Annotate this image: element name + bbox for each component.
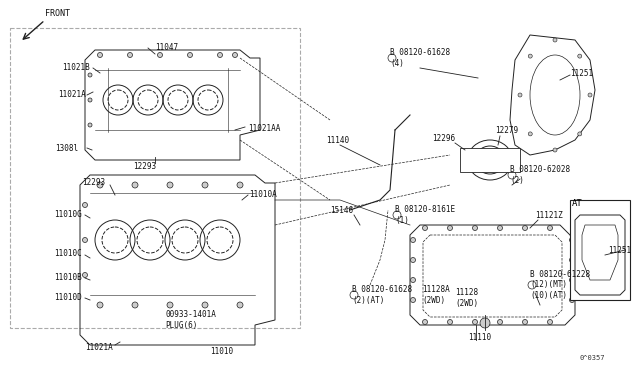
Text: B 08120-8161E
(1): B 08120-8161E (1) — [395, 205, 455, 225]
Text: 12293: 12293 — [82, 177, 105, 186]
Circle shape — [422, 225, 428, 231]
Circle shape — [97, 52, 102, 58]
Circle shape — [497, 225, 502, 231]
Text: 11021AA: 11021AA — [248, 124, 280, 132]
Text: 11021A: 11021A — [58, 90, 86, 99]
Text: 0^0357: 0^0357 — [580, 355, 605, 361]
Circle shape — [232, 52, 237, 58]
Circle shape — [97, 182, 103, 188]
Text: 00933-1401A
PLUG(6): 00933-1401A PLUG(6) — [165, 310, 216, 330]
Text: 1308l: 1308l — [55, 144, 78, 153]
Circle shape — [472, 225, 477, 231]
Text: 15146: 15146 — [330, 205, 353, 215]
Circle shape — [202, 302, 208, 308]
Circle shape — [410, 237, 415, 243]
Text: 11010B: 11010B — [54, 273, 82, 282]
Text: 11021B: 11021B — [62, 62, 90, 71]
Circle shape — [218, 52, 223, 58]
Circle shape — [410, 298, 415, 302]
Circle shape — [547, 225, 552, 231]
Text: 11010G: 11010G — [54, 209, 82, 218]
Circle shape — [570, 237, 575, 243]
Text: 11140: 11140 — [326, 135, 349, 144]
Text: 12279: 12279 — [495, 125, 518, 135]
Circle shape — [410, 278, 415, 282]
Circle shape — [553, 38, 557, 42]
Text: AT: AT — [572, 199, 583, 208]
Text: 11010C: 11010C — [54, 250, 82, 259]
Text: 11021A: 11021A — [85, 343, 113, 353]
Text: 11010A: 11010A — [249, 189, 276, 199]
Circle shape — [202, 182, 208, 188]
Circle shape — [167, 182, 173, 188]
Text: B 08120-61628
(2)(AT): B 08120-61628 (2)(AT) — [352, 285, 412, 305]
Text: B 08120-61628
(4): B 08120-61628 (4) — [390, 48, 450, 68]
Circle shape — [132, 302, 138, 308]
Text: 11047: 11047 — [155, 42, 178, 51]
Circle shape — [570, 298, 575, 302]
Circle shape — [97, 302, 103, 308]
Circle shape — [167, 302, 173, 308]
Circle shape — [578, 132, 582, 136]
Text: 11128A
(2WD): 11128A (2WD) — [422, 285, 450, 305]
FancyBboxPatch shape — [10, 28, 300, 328]
Text: 12293: 12293 — [133, 161, 156, 170]
Circle shape — [497, 320, 502, 324]
Text: 11251: 11251 — [570, 68, 593, 77]
Text: 11110: 11110 — [468, 334, 491, 343]
Circle shape — [447, 320, 452, 324]
Circle shape — [522, 320, 527, 324]
Text: 11121Z: 11121Z — [535, 211, 563, 219]
Text: 11251: 11251 — [608, 246, 631, 254]
Circle shape — [127, 52, 132, 58]
Text: 11010: 11010 — [210, 347, 233, 356]
Circle shape — [410, 257, 415, 263]
Circle shape — [588, 93, 592, 97]
Text: 11010D: 11010D — [54, 292, 82, 301]
Circle shape — [422, 320, 428, 324]
Text: B 08120-61228
(12)(MT)
(10)(AT): B 08120-61228 (12)(MT) (10)(AT) — [530, 270, 590, 300]
Circle shape — [237, 182, 243, 188]
Circle shape — [528, 132, 532, 136]
Text: 11128
(2WD): 11128 (2WD) — [455, 288, 478, 308]
Circle shape — [188, 52, 193, 58]
Circle shape — [518, 93, 522, 97]
Circle shape — [570, 278, 575, 282]
Circle shape — [480, 318, 490, 328]
Circle shape — [522, 225, 527, 231]
Circle shape — [88, 73, 92, 77]
Circle shape — [547, 320, 552, 324]
Circle shape — [472, 320, 477, 324]
Circle shape — [88, 98, 92, 102]
Circle shape — [528, 54, 532, 58]
FancyBboxPatch shape — [570, 200, 630, 300]
Circle shape — [157, 52, 163, 58]
Circle shape — [132, 182, 138, 188]
Circle shape — [237, 302, 243, 308]
FancyBboxPatch shape — [460, 148, 520, 172]
Circle shape — [83, 237, 88, 243]
Circle shape — [553, 148, 557, 152]
Circle shape — [83, 273, 88, 278]
Circle shape — [88, 123, 92, 127]
Text: B 08120-62028
(2): B 08120-62028 (2) — [510, 165, 570, 185]
Text: FRONT: FRONT — [45, 9, 70, 18]
Circle shape — [447, 225, 452, 231]
Circle shape — [83, 202, 88, 208]
Circle shape — [578, 54, 582, 58]
Circle shape — [570, 257, 575, 263]
Text: 12296: 12296 — [432, 134, 455, 142]
